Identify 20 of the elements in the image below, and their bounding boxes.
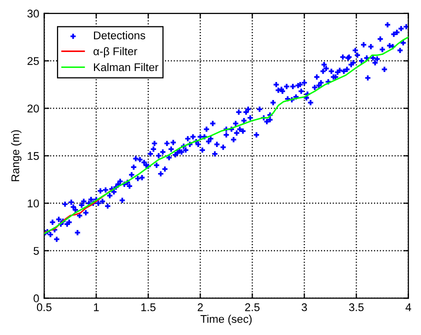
x-tick-label: 2: [198, 303, 203, 312]
legend-label: Kalman Filter: [94, 63, 158, 72]
y-tick-label: 0: [34, 294, 39, 302]
x-tick-label: 1.5: [141, 303, 156, 312]
x-tick-label: 2.5: [245, 303, 260, 312]
legend-label: Detections: [94, 31, 146, 40]
legend-label: α-β Filter: [94, 47, 138, 58]
x-tick-label: 3: [302, 303, 307, 312]
x-tick-label: 0.5: [36, 303, 52, 312]
y-tick-label: 30: [27, 10, 39, 18]
y-tick-label: 20: [28, 104, 39, 112]
x-tick-label: 4: [406, 303, 412, 312]
y-tick-label: 5: [34, 247, 39, 255]
y-tick-label: 25: [28, 57, 39, 65]
x-tick-label: 1: [94, 303, 99, 312]
y-tick-label: 15: [28, 152, 39, 160]
y-axis-title: Range (m): [11, 130, 22, 182]
x-tick-label: 3.5: [349, 303, 364, 312]
x-axis-title: Time (sec): [200, 314, 252, 326]
y-tick-label: 10: [28, 200, 39, 208]
